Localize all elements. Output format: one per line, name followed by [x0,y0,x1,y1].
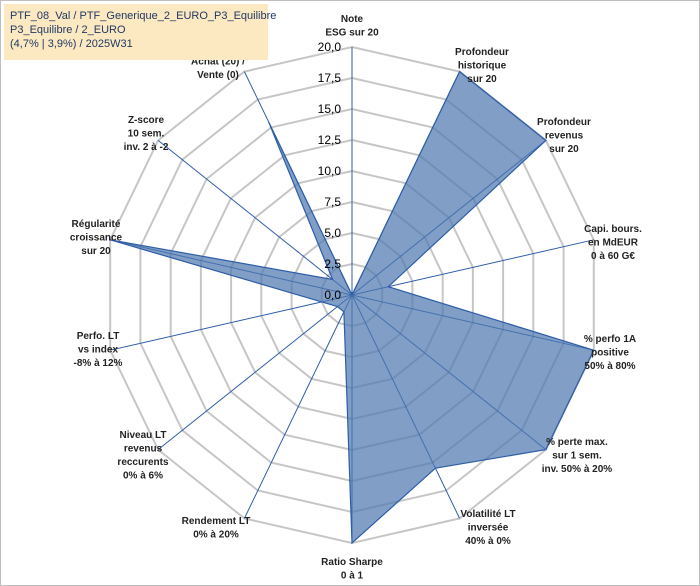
tick-label: 2,5 [324,257,341,271]
axis-label: Perfo. LT vs index -8% à 12% [74,331,123,369]
tick-label: 17,5 [318,71,342,85]
radar-series [110,70,595,545]
tick-label: 12,5 [318,133,342,147]
tick-label: 10,0 [318,164,342,178]
tick-label: 20,0 [318,40,342,54]
axis-label: Niveau LT revenus reccurents 0% à 6% [117,430,169,482]
axis-label: Rendement LT 0% à 20% [182,516,251,541]
tick-label: 7,5 [324,195,341,209]
portfolio-title-line-3: (4,7% | 3,9%) / 2025W31 [10,38,133,50]
tick-label: 5,0 [324,226,341,240]
radar-spoke [157,294,353,450]
portfolio-title-line-2: P3_Equilibre / 2_EURO [10,24,126,36]
portfolio-title-box: PTF_08_Val / PTF_Generique_2_EURO_P3_Equ… [4,4,277,60]
radar-tick-labels: 0,0 2,5 5,0 7,5 10,0 12,5 15,0 17,5 20,0 [318,40,342,302]
series-area [110,70,595,545]
axis-label: Ratio Sharpe 0 à 1 [321,557,383,582]
axis-label: Note ESG sur 20 [325,14,379,39]
axis-label: Profondeur revenus sur 20 [537,117,591,155]
radar-spoke [243,294,353,519]
axis-label: Capi. bours. en MdEUR 0 à 60 G€ [584,224,642,262]
axis-label: Profondeur historique sur 20 [455,47,509,85]
radar-spoke [351,239,594,296]
radar-spoke [110,294,353,351]
axis-label: Régularité croissance sur 20 [70,219,123,257]
tick-label: 0,0 [324,288,341,302]
axis-label: % perte max. sur 1 sem. inv. 50% à 20% [542,437,613,475]
axis-label: % perfo 1A positive 50% à 80% [584,334,636,372]
axis-label: Volatilité LT inversée 40% à 0% [460,509,515,547]
tick-label: 15,0 [318,102,342,116]
portfolio-title-line-1: PTF_08_Val / PTF_Generique_2_EURO_P3_Equ… [10,10,277,22]
radar-spoke [157,140,353,296]
axis-label: Z-score 10 sem. inv. 2 à -2 [124,115,169,153]
